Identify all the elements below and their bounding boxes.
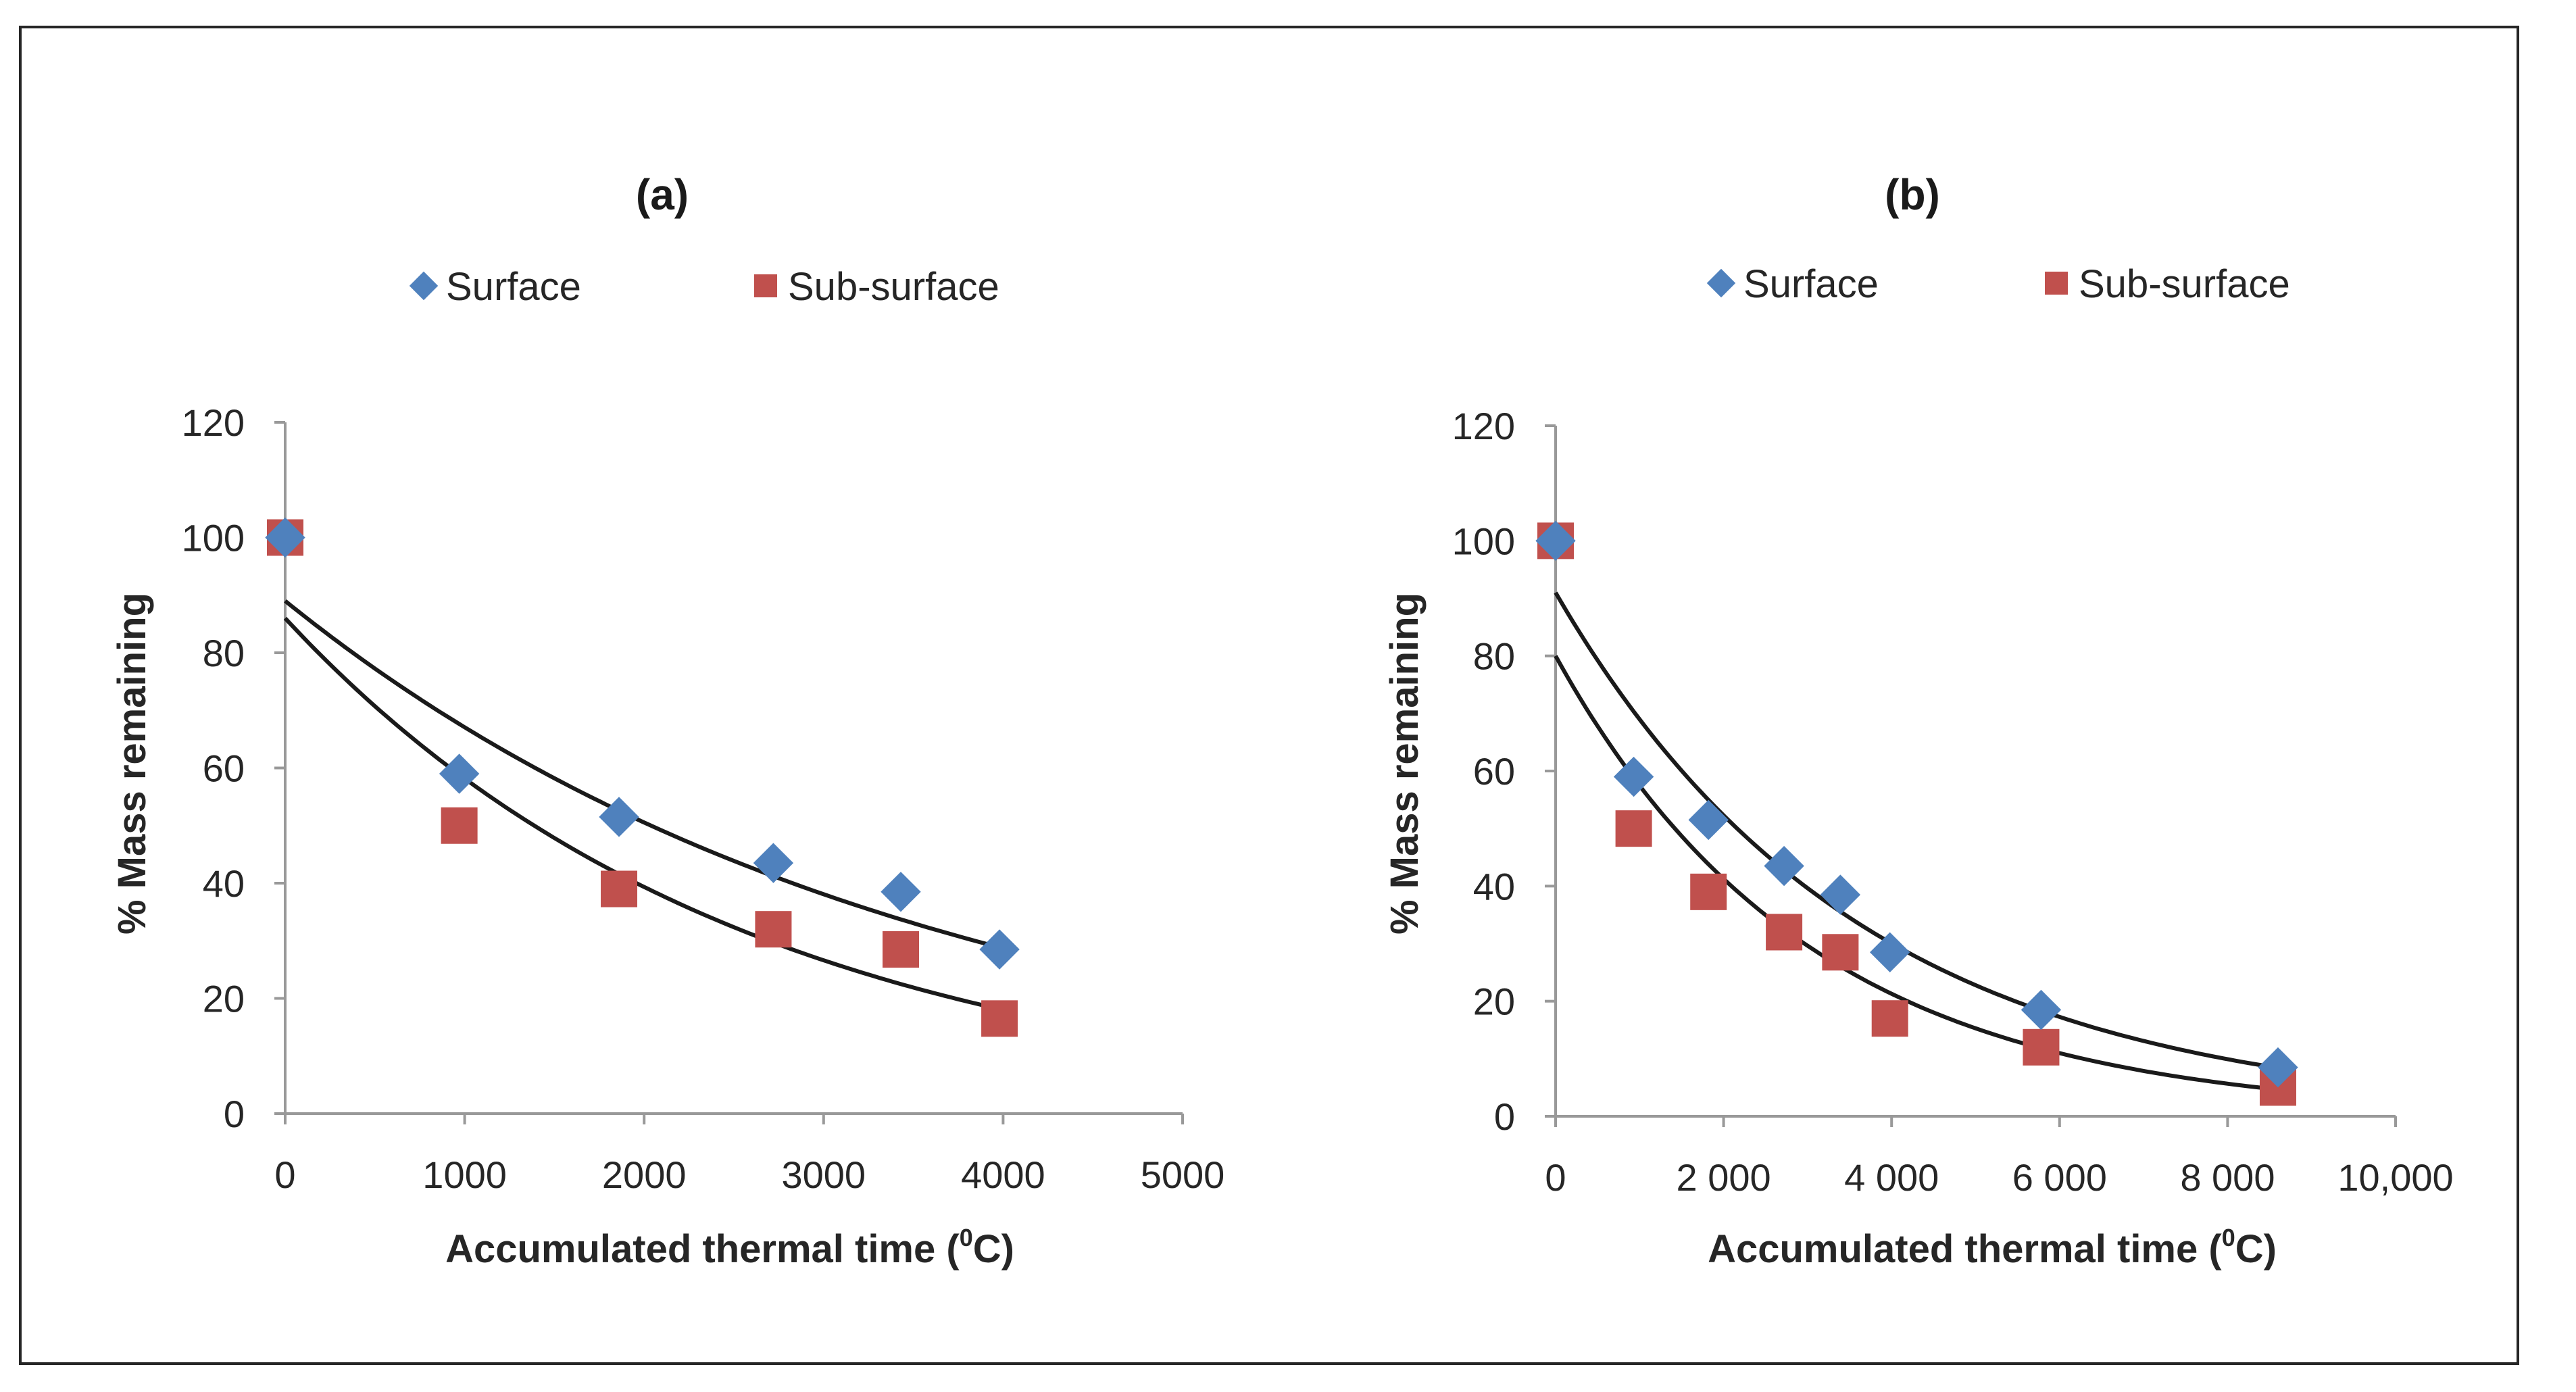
chart-b-point-surface bbox=[1688, 799, 1729, 841]
chart-a-legend-subsurface: Sub-surface bbox=[788, 265, 999, 309]
chart-b: (b) Surface Sub-surface 0204060801001200… bbox=[1383, 170, 2454, 1271]
chart-b-legend-surface-marker bbox=[1706, 268, 1736, 298]
chart-b-ytick-label: 100 bbox=[1452, 520, 1515, 562]
chart-b-point-subsurface bbox=[1822, 934, 1859, 971]
chart-b-xlabel: Accumulated thermal time (0C) bbox=[1708, 1224, 2277, 1271]
chart-b-xtick-label: 10,000 bbox=[2337, 1156, 2453, 1199]
chart-a-ytick-label: 80 bbox=[203, 632, 245, 674]
chart-b-legend-subsurface-marker bbox=[2045, 272, 2068, 295]
chart-a-xtick-label: 5000 bbox=[1141, 1153, 1225, 1196]
chart-a-ytick-label: 120 bbox=[182, 401, 245, 444]
chart-a-point-surface bbox=[599, 797, 639, 837]
chart-a: (a) Surface Sub-surface 0204060801001200… bbox=[110, 170, 1224, 1271]
chart-a-xtick-label: 1000 bbox=[422, 1153, 507, 1196]
chart-b-point-subsurface bbox=[1871, 1000, 1908, 1037]
chart-b-point-surface bbox=[2021, 989, 2062, 1030]
chart-b-ytick-label: 80 bbox=[1473, 635, 1515, 678]
chart-a-point-subsurface bbox=[981, 1000, 1018, 1037]
chart-a-ytick-label: 20 bbox=[203, 978, 245, 1020]
chart-b-point-subsurface bbox=[1615, 810, 1652, 847]
chart-b-point-surface bbox=[1870, 932, 1910, 972]
chart-b-point-surface bbox=[2258, 1047, 2298, 1088]
chart-b-point-subsurface bbox=[1690, 873, 1727, 910]
chart-a-plot: 0 20 40 60 80 100 120 0 1000 2000 3000 4000 5000 bbox=[182, 401, 1225, 1196]
chart-b-ylabel: % Mass remaining bbox=[1383, 593, 1427, 935]
chart-a-xlabel: Accumulated thermal time (0C) bbox=[445, 1224, 1014, 1271]
chart-a-ytick-label: 40 bbox=[203, 862, 245, 905]
chart-a-title: (a) bbox=[636, 170, 689, 219]
chart-a-xtick-label: 3000 bbox=[782, 1153, 866, 1196]
figure-frame bbox=[19, 26, 2519, 1365]
chart-a-legend-surface-marker bbox=[409, 271, 439, 301]
chart-a-ytick-label: 60 bbox=[203, 747, 245, 790]
chart-b-title: (b) bbox=[1885, 170, 1940, 219]
chart-a-point-subsurface bbox=[601, 870, 638, 908]
chart-a-legend: Surface Sub-surface bbox=[409, 265, 999, 309]
chart-b-ytick-label: 120 bbox=[1452, 405, 1515, 447]
chart-b-point-subsurface bbox=[2023, 1028, 2060, 1066]
chart-a-point-surface bbox=[753, 843, 794, 883]
chart-a-point-subsurface bbox=[755, 911, 792, 948]
chart-b-plot: 0 20 40 60 80 100 120 0 2 000 4 000 6 000 8 000 10,0… bbox=[1452, 405, 2454, 1199]
chart-a-xtick-label: 2000 bbox=[602, 1153, 687, 1196]
chart-a-point-subsurface bbox=[883, 931, 920, 968]
chart-b-point-surface bbox=[1764, 845, 1804, 887]
chart-a-trendline-subsurface bbox=[283, 616, 1000, 1012]
chart-b-ytick-label: 0 bbox=[1494, 1095, 1515, 1138]
chart-a-ylabel: % Mass remaining bbox=[110, 593, 154, 935]
chart-b-point-surface bbox=[1535, 520, 1576, 562]
chart-b-ytick-label: 40 bbox=[1473, 865, 1515, 908]
chart-b-point-surface bbox=[1820, 874, 1861, 915]
chart-a-trendline-surface bbox=[284, 599, 1000, 949]
chart-b-xtick-label: 6 000 bbox=[2012, 1156, 2107, 1199]
chart-a-point-surface bbox=[439, 753, 480, 794]
chart-a-xtick-label: 0 bbox=[274, 1153, 295, 1196]
chart-a-ytick-label: 0 bbox=[224, 1093, 245, 1135]
chart-b-xtick-label: 0 bbox=[1545, 1156, 1566, 1199]
chart-a-point-subsurface bbox=[441, 807, 478, 844]
chart-b-legend: Surface Sub-surface bbox=[1706, 262, 2290, 306]
chart-b-ytick-label: 60 bbox=[1473, 750, 1515, 793]
chart-b-legend-surface: Surface bbox=[1743, 262, 1879, 306]
chart-b-xtick-label: 2 000 bbox=[1677, 1156, 1771, 1199]
chart-a-legend-subsurface-marker bbox=[754, 274, 777, 297]
chart-b-point-subsurface bbox=[1766, 914, 1803, 951]
chart-b-legend-subsurface: Sub-surface bbox=[2079, 262, 2290, 306]
chart-b-xtick-label: 4 000 bbox=[1844, 1156, 1939, 1199]
chart-b-ytick-label: 20 bbox=[1473, 980, 1515, 1023]
chart-a-point-surface bbox=[265, 517, 305, 558]
chart-a-legend-surface: Surface bbox=[446, 265, 581, 309]
chart-b-point-surface bbox=[1613, 756, 1654, 797]
chart-b-trendline-surface bbox=[1554, 591, 2279, 1070]
chart-a-point-surface bbox=[881, 872, 921, 912]
chart-b-xtick-label: 8 000 bbox=[2180, 1156, 2275, 1199]
chart-a-ytick-label: 100 bbox=[182, 517, 245, 560]
chart-a-xtick-label: 4000 bbox=[961, 1153, 1045, 1196]
chart-b-trendline-subsurface bbox=[1554, 655, 2279, 1092]
chart-a-point-surface bbox=[979, 929, 1020, 970]
